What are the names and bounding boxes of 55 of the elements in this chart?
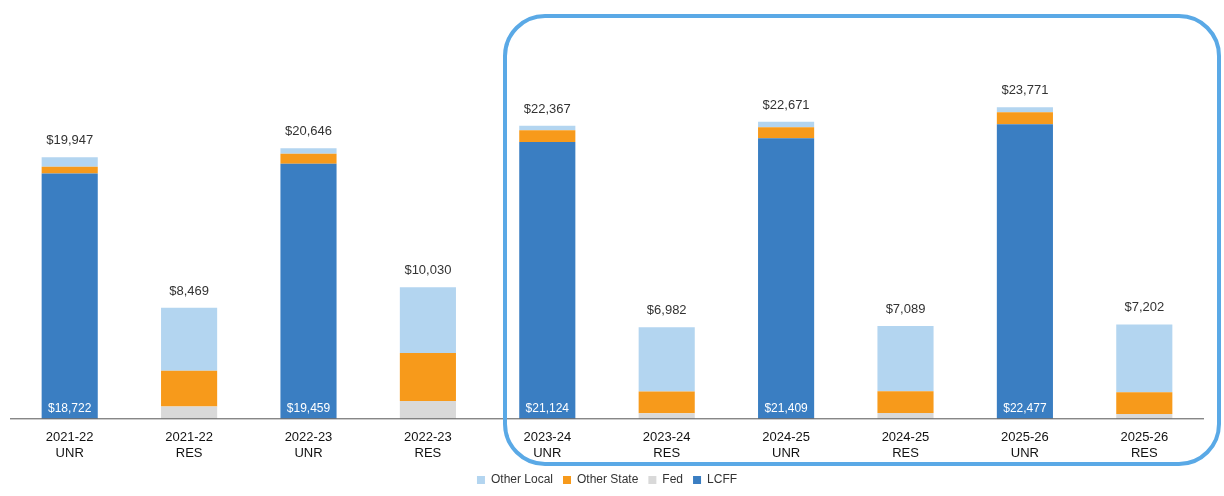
bar: [638, 413, 695, 419]
x-tick-label: 2024-25 RES: [881, 429, 930, 460]
x-tick-label: 2021-22 RES: [165, 429, 213, 460]
bar: [877, 325, 934, 392]
bar: [280, 153, 337, 164]
bar: [877, 391, 934, 414]
legend-label: LCFF: [707, 472, 738, 487]
total-label: $22,671: [762, 96, 810, 112]
bar: [399, 353, 456, 401]
bar: [161, 406, 218, 419]
bar: [161, 307, 218, 371]
bar: [280, 163, 337, 419]
bar: [758, 138, 815, 419]
x-tick-label: 2023-24 RES: [642, 429, 691, 460]
bar: [996, 124, 1053, 419]
bar: [41, 173, 98, 419]
bar: [519, 130, 576, 142]
x-tick-label: 2023-24 UNR: [523, 429, 572, 460]
bar: [161, 370, 218, 407]
bar: [758, 127, 815, 139]
total-label: $10,030: [404, 262, 452, 278]
bar: [638, 327, 695, 392]
data-label: $21,409: [764, 401, 809, 416]
bar: [1116, 392, 1173, 415]
bar: [638, 391, 695, 414]
bar: [1116, 324, 1173, 393]
bar: [996, 112, 1053, 125]
total-label: $22,367: [523, 100, 571, 116]
legend-label: Other State: [577, 472, 639, 487]
total-label: $23,771: [1001, 82, 1049, 98]
total-label: $7,202: [1124, 299, 1165, 315]
total-label: $6,982: [646, 302, 687, 318]
bar: [41, 157, 98, 167]
x-tick-label: 2021-22 UNR: [45, 429, 94, 460]
bar: [41, 166, 98, 174]
bar: [280, 148, 337, 154]
x-tick-label: 2022-23 UNR: [284, 429, 333, 460]
x-tick-label: 2022-23 RES: [404, 429, 452, 460]
data-label: $19,459: [286, 401, 331, 416]
x-tick-label: 2025-26 RES: [1120, 429, 1169, 460]
bar: [996, 107, 1053, 113]
legend-label: Other Local: [490, 472, 554, 487]
bar: [399, 400, 456, 419]
total-label: $7,089: [885, 300, 926, 316]
data-label: $22,477: [1003, 401, 1047, 416]
data-label: $18,722: [48, 401, 92, 416]
total-label: $8,469: [169, 282, 209, 298]
x-tick-label: 2025-26 UNR: [1001, 429, 1049, 460]
total-label: $19,947: [46, 132, 94, 148]
x-tick-label: 2024-25 UNR: [762, 429, 810, 460]
bar: [399, 287, 456, 353]
total-label: $20,646: [285, 123, 332, 139]
data-label: $21,124: [525, 401, 570, 416]
legend-label: Fed: [662, 472, 684, 487]
bar: [519, 141, 576, 419]
